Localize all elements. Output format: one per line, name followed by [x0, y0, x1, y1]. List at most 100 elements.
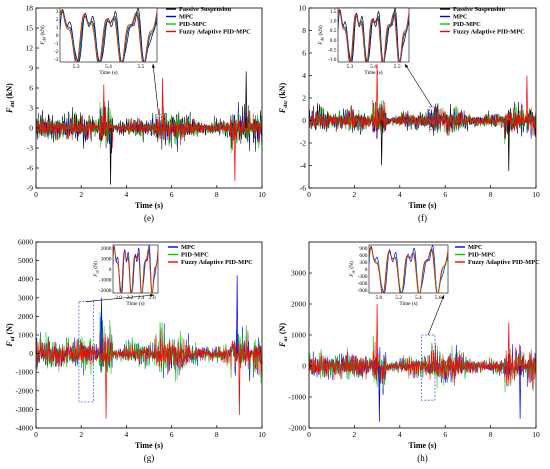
peak-mark — [105, 353, 108, 419]
legend-entry: PID-MPC — [181, 252, 209, 259]
y-axis-label: Fdtf (kN) — [5, 83, 16, 114]
panel-label: (f) — [418, 213, 427, 223]
zoom-arrow-head — [405, 64, 409, 68]
inset-y-tick-label: -2000 — [99, 288, 112, 294]
legend-entry: MPC — [181, 244, 196, 251]
panel-label: (h) — [417, 453, 428, 463]
y-tick-label: 0 — [29, 124, 33, 133]
inset-x-tick-label: 5.4 — [105, 64, 112, 70]
legend-entry: Passive Suspension — [453, 6, 505, 13]
peak-mark — [507, 322, 510, 367]
y-tick-label: 3 — [29, 104, 33, 113]
inset-y-tick-label: 900 — [359, 246, 367, 252]
x-tick-label: 8 — [215, 430, 219, 439]
y-tick-label: 9 — [29, 64, 33, 73]
inset-x-tick-label: 5.5 — [137, 64, 144, 70]
y-tick-label: 4 — [302, 71, 306, 80]
inset-y-tick-label: 1000 — [101, 257, 112, 263]
x-tick-label: 2 — [353, 190, 357, 199]
inset-x-axis-label: Time (s) — [99, 69, 117, 76]
inset-series-line — [338, 9, 409, 62]
chart-panel-2: 0 2 4 6 8 10 -6 -4 -2 0 2 4 6 8 10 Time (s) Fdtr (kN) (f)… — [278, 4, 540, 224]
inset-y-axis-label: Fdtf (kN) — [39, 25, 47, 45]
inset-x-axis-label: Time (s) — [126, 300, 144, 307]
y-tick-label: -6 — [27, 164, 33, 173]
inset-y-tick-label: -1000 — [99, 278, 112, 284]
zoom-arrow-head — [151, 64, 155, 68]
inset-x-tick-label: 2.2 — [127, 295, 134, 301]
y-tick-label: 15 — [26, 24, 34, 33]
legend-entry: Fuzzy Adaptive PID-MPC — [453, 29, 525, 36]
y-tick-label: 1000 — [18, 331, 33, 340]
inset-y-tick-label: 0 — [365, 267, 368, 273]
peak-mark — [161, 77, 164, 129]
x-tick-label: 10 — [532, 430, 540, 439]
x-tick-label: 4 — [398, 190, 402, 199]
series-group — [309, 64, 536, 172]
inset-y-tick-label: -3 — [54, 57, 59, 63]
inset-x-tick-label: 5.4 — [370, 64, 377, 70]
x-tick-label: 8 — [215, 190, 219, 199]
series-group — [309, 303, 536, 422]
x-tick-label: 0 — [307, 190, 311, 199]
series-group — [36, 275, 262, 419]
inset-y-tick-label: 1 — [56, 25, 59, 31]
inset-x-tick-label: 2.6 — [149, 295, 156, 301]
zoom-box — [421, 334, 436, 401]
inset-y-axis-label: Fdtr (kN) — [317, 25, 325, 45]
peak-mark — [238, 353, 241, 415]
y-tick-label: 8 — [302, 26, 306, 35]
inset-x-axis-label: Time (s) — [364, 69, 382, 76]
y-tick-label: 1000 — [291, 331, 306, 340]
chart-panel-3: 0 2 4 6 8 10 -4000 -3000 -2000 -1000 0 1000 2000 3000… — [5, 238, 266, 464]
y-tick-label: -2000 — [289, 424, 307, 433]
inset-y-tick-label: -300 — [358, 274, 368, 280]
inset-y-tick-label: 2 — [56, 17, 59, 23]
x-axis-label: Time (s) — [135, 201, 163, 210]
inset-y-tick-label: -1.0 — [328, 57, 337, 63]
legend-entry: PID-MPC — [468, 252, 496, 259]
peak-mark — [376, 64, 379, 121]
peak-mark — [380, 120, 383, 166]
legend-entry: MPC — [453, 14, 468, 21]
y-tick-label: 6000 — [18, 238, 33, 247]
series-line-mpc — [36, 101, 262, 148]
series-line-fuzzy-adaptive-pid-mpc — [36, 328, 262, 376]
inset-series-line — [60, 8, 157, 62]
y-tick-label: -2000 — [16, 386, 34, 395]
legend-entry: Passive Suspension — [179, 6, 231, 13]
x-tick-label: 8 — [489, 430, 493, 439]
peak-mark — [507, 120, 510, 172]
legend-entry: PID-MPC — [453, 21, 481, 28]
legend-entry: MPC — [179, 14, 194, 21]
y-tick-label: 0 — [302, 362, 306, 371]
y-axis-label: Fur (N) — [278, 323, 289, 348]
x-tick-label: 6 — [170, 430, 174, 439]
y-tick-label: -6 — [300, 184, 306, 193]
y-tick-label: 6 — [29, 84, 33, 93]
x-axis-label: Time (s) — [135, 441, 163, 450]
inset-series-group — [338, 8, 409, 62]
legend-entry: PID-MPC — [179, 21, 207, 28]
inset-x-tick-label: 5.2 — [395, 295, 402, 301]
inset-series-group — [60, 8, 157, 62]
y-tick-label: -4000 — [16, 424, 34, 433]
x-axis-label: Time (s) — [408, 441, 436, 450]
series-line-fuzzy-adaptive-pid-mpc — [36, 106, 262, 151]
x-tick-label: 10 — [532, 190, 540, 199]
x-tick-label: 2 — [353, 430, 357, 439]
inset-series-group — [369, 245, 448, 293]
peak-mark — [525, 75, 528, 121]
legend-entry: Fuzzy Adaptive PID-MPC — [468, 259, 540, 266]
inset-series-group — [113, 245, 158, 293]
peak-mark — [100, 297, 103, 354]
inset-series-line — [60, 9, 157, 62]
inset-series-line — [338, 8, 409, 62]
inset-x-tick-label: 5.5 — [394, 64, 401, 70]
inset-y-tick-label: -900 — [358, 288, 368, 294]
inset-y-axis-label: Fuf (N) — [92, 261, 100, 278]
y-tick-label: -1000 — [289, 393, 307, 402]
inset-x-tick-label: 2.0 — [115, 295, 122, 301]
